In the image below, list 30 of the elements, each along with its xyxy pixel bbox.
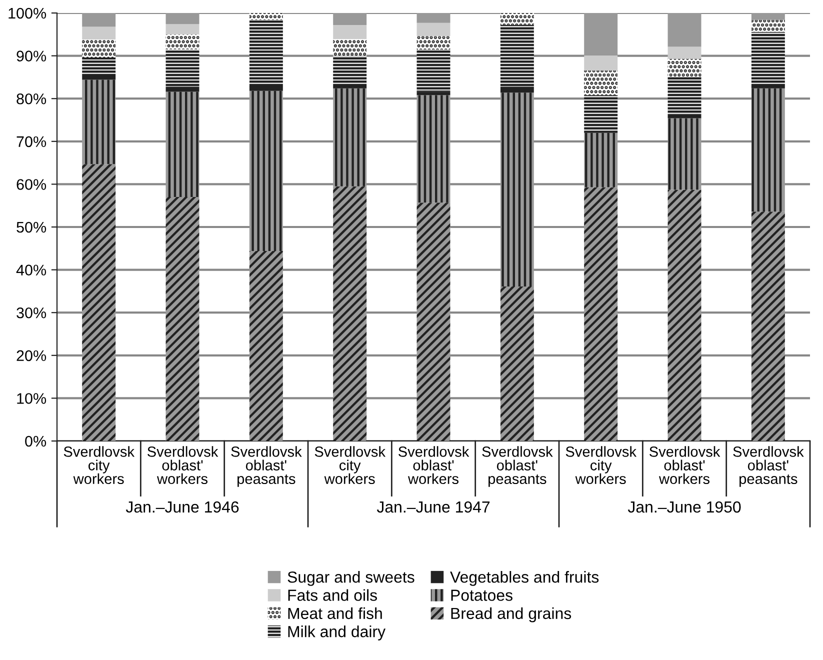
legend-label: Vegetables and fruits <box>450 571 599 586</box>
y-tick-label: 0% <box>25 436 46 447</box>
y-tick-label: 60% <box>16 179 46 190</box>
x-tick-label: Sverdlovsk oblast' peasants <box>733 446 804 487</box>
x-tick-label: Sverdlovsk city workers <box>314 446 386 484</box>
y-tick-label: 90% <box>16 50 46 62</box>
y-tick-label: 100% <box>8 8 46 19</box>
legend-label: Potatoes <box>451 590 512 601</box>
x-tick-label: Sverdlovsk city workers <box>566 446 637 484</box>
y-tick-label: 20% <box>16 350 46 362</box>
x-tick-label: Sverdlovsk oblast' peasants <box>231 446 302 487</box>
x-tick-label: Sverdlovsk oblast' workers <box>398 446 470 484</box>
text: Jan.–June 1947 <box>376 501 490 513</box>
y-tick-label: 40% <box>16 264 46 276</box>
y-tick-label: 30% <box>16 307 46 318</box>
y-tick-label: 50% <box>16 222 46 233</box>
legend-label: Fats and oils <box>288 589 377 601</box>
legend-label: Sugar and sweets <box>288 571 414 586</box>
legend-label: Milk and dairy <box>288 626 386 640</box>
x-tick-label: Sverdlovsk oblast' workers <box>650 446 720 484</box>
y-tick-label: 80% <box>16 93 46 104</box>
text: Jan.–June 1950 <box>628 501 741 513</box>
y-tick-label: 10% <box>17 393 46 404</box>
legend-label: Bread and grains <box>451 607 572 622</box>
legend-label: Meat and fish <box>288 607 382 620</box>
x-tick-label: Sverdlovsk oblast' peasants <box>482 446 553 487</box>
y-tick-label: 70% <box>16 136 46 148</box>
x-tick-label: Sverdlovsk city workers <box>64 446 135 484</box>
text: Jan.–June 1946 <box>126 501 239 513</box>
x-tick-label: Sverdlovsk oblast' workers <box>148 446 218 484</box>
